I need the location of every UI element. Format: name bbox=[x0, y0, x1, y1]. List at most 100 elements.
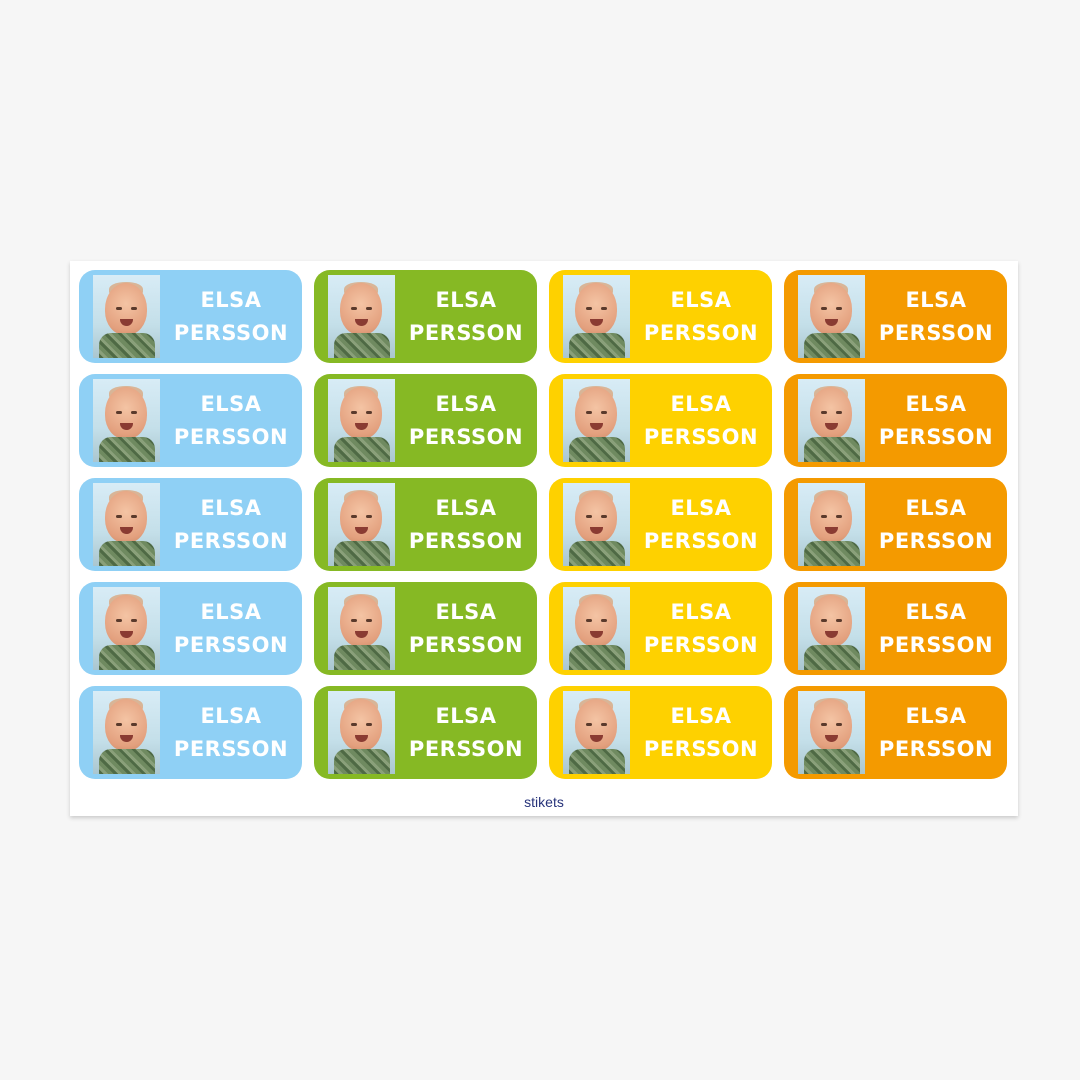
label-name: ELSA PERSSON bbox=[865, 492, 1007, 558]
last-name: PERSSON bbox=[173, 633, 289, 657]
name-label-yellow: ELSA PERSSON bbox=[549, 686, 772, 779]
child-photo bbox=[93, 483, 160, 566]
last-name: PERSSON bbox=[408, 633, 524, 657]
name-label-yellow: ELSA PERSSON bbox=[549, 478, 772, 571]
first-name: ELSA bbox=[200, 600, 262, 624]
child-photo bbox=[563, 275, 630, 358]
first-name: ELSA bbox=[670, 704, 732, 728]
name-label-green: ELSA PERSSON bbox=[314, 478, 537, 571]
name-label-yellow: ELSA PERSSON bbox=[549, 270, 772, 363]
last-name: PERSSON bbox=[643, 529, 759, 553]
label-name: ELSA PERSSON bbox=[865, 388, 1007, 454]
name-label-orange: ELSA PERSSON bbox=[784, 686, 1007, 779]
last-name: PERSSON bbox=[878, 321, 994, 345]
last-name: PERSSON bbox=[878, 737, 994, 761]
last-name: PERSSON bbox=[643, 633, 759, 657]
last-name: PERSSON bbox=[878, 633, 994, 657]
first-name: ELSA bbox=[670, 392, 732, 416]
child-photo bbox=[798, 379, 865, 462]
child-photo bbox=[328, 691, 395, 774]
name-label-light-blue: ELSA PERSSON bbox=[79, 582, 302, 675]
last-name: PERSSON bbox=[878, 529, 994, 553]
first-name: ELSA bbox=[435, 600, 497, 624]
name-label-green: ELSA PERSSON bbox=[314, 374, 537, 467]
child-photo bbox=[798, 587, 865, 670]
child-photo bbox=[798, 275, 865, 358]
last-name: PERSSON bbox=[173, 425, 289, 449]
child-photo bbox=[328, 483, 395, 566]
label-name: ELSA PERSSON bbox=[630, 284, 772, 350]
last-name: PERSSON bbox=[173, 529, 289, 553]
name-label-light-blue: ELSA PERSSON bbox=[79, 686, 302, 779]
child-photo bbox=[93, 691, 160, 774]
child-photo bbox=[798, 691, 865, 774]
name-label-light-blue: ELSA PERSSON bbox=[79, 374, 302, 467]
last-name: PERSSON bbox=[408, 529, 524, 553]
name-label-orange: ELSA PERSSON bbox=[784, 582, 1007, 675]
label-name: ELSA PERSSON bbox=[630, 388, 772, 454]
child-photo bbox=[563, 691, 630, 774]
brand-logo-text: stikets bbox=[524, 794, 564, 810]
child-photo bbox=[93, 587, 160, 670]
last-name: PERSSON bbox=[408, 425, 524, 449]
last-name: PERSSON bbox=[643, 321, 759, 345]
first-name: ELSA bbox=[905, 600, 967, 624]
last-name: PERSSON bbox=[643, 737, 759, 761]
child-photo bbox=[93, 275, 160, 358]
label-name: ELSA PERSSON bbox=[395, 596, 537, 662]
first-name: ELSA bbox=[670, 288, 732, 312]
last-name: PERSSON bbox=[878, 425, 994, 449]
label-name: ELSA PERSSON bbox=[865, 284, 1007, 350]
label-name: ELSA PERSSON bbox=[395, 700, 537, 766]
first-name: ELSA bbox=[670, 496, 732, 520]
child-photo bbox=[328, 379, 395, 462]
first-name: ELSA bbox=[435, 288, 497, 312]
first-name: ELSA bbox=[905, 392, 967, 416]
label-name: ELSA PERSSON bbox=[630, 492, 772, 558]
child-photo bbox=[93, 379, 160, 462]
child-photo bbox=[328, 275, 395, 358]
first-name: ELSA bbox=[435, 392, 497, 416]
first-name: ELSA bbox=[200, 392, 262, 416]
name-label-light-blue: ELSA PERSSON bbox=[79, 270, 302, 363]
label-name: ELSA PERSSON bbox=[630, 596, 772, 662]
last-name: PERSSON bbox=[173, 737, 289, 761]
name-label-green: ELSA PERSSON bbox=[314, 686, 537, 779]
first-name: ELSA bbox=[905, 496, 967, 520]
child-photo bbox=[563, 483, 630, 566]
child-photo bbox=[328, 587, 395, 670]
child-photo bbox=[798, 483, 865, 566]
name-label-orange: ELSA PERSSON bbox=[784, 374, 1007, 467]
last-name: PERSSON bbox=[643, 425, 759, 449]
label-name: ELSA PERSSON bbox=[865, 700, 1007, 766]
label-sheet: stikets ELSA PERSSON ELSA PERSSON ELSA PERSSO… bbox=[70, 261, 1018, 816]
name-label-orange: ELSA PERSSON bbox=[784, 270, 1007, 363]
first-name: ELSA bbox=[200, 704, 262, 728]
first-name: ELSA bbox=[200, 288, 262, 312]
name-label-yellow: ELSA PERSSON bbox=[549, 582, 772, 675]
last-name: PERSSON bbox=[408, 321, 524, 345]
label-name: ELSA PERSSON bbox=[160, 700, 302, 766]
label-name: ELSA PERSSON bbox=[395, 492, 537, 558]
name-label-yellow: ELSA PERSSON bbox=[549, 374, 772, 467]
first-name: ELSA bbox=[200, 496, 262, 520]
first-name: ELSA bbox=[670, 600, 732, 624]
first-name: ELSA bbox=[905, 288, 967, 312]
first-name: ELSA bbox=[435, 704, 497, 728]
name-label-light-blue: ELSA PERSSON bbox=[79, 478, 302, 571]
last-name: PERSSON bbox=[408, 737, 524, 761]
name-label-orange: ELSA PERSSON bbox=[784, 478, 1007, 571]
first-name: ELSA bbox=[435, 496, 497, 520]
child-photo bbox=[563, 379, 630, 462]
label-name: ELSA PERSSON bbox=[160, 284, 302, 350]
label-name: ELSA PERSSON bbox=[630, 700, 772, 766]
name-label-green: ELSA PERSSON bbox=[314, 582, 537, 675]
label-name: ELSA PERSSON bbox=[395, 284, 537, 350]
label-name: ELSA PERSSON bbox=[865, 596, 1007, 662]
label-name: ELSA PERSSON bbox=[160, 596, 302, 662]
label-name: ELSA PERSSON bbox=[395, 388, 537, 454]
name-label-green: ELSA PERSSON bbox=[314, 270, 537, 363]
label-name: ELSA PERSSON bbox=[160, 492, 302, 558]
label-name: ELSA PERSSON bbox=[160, 388, 302, 454]
last-name: PERSSON bbox=[173, 321, 289, 345]
